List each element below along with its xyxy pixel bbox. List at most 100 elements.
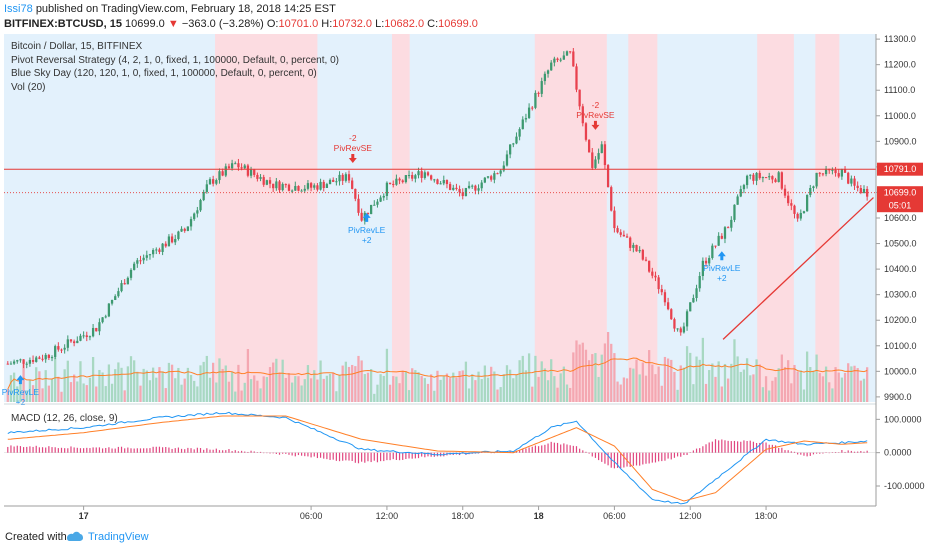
tradingview-link[interactable]: TradingView [88,531,149,543]
histogram-bar [32,446,34,453]
volume-bar [758,364,761,402]
candle-body [98,322,101,332]
histogram-bar [695,448,698,453]
candle-body [22,359,25,364]
histogram-bar [392,452,394,460]
candle-body [537,92,540,94]
histogram-bar [310,452,312,458]
volume-bar [840,377,844,402]
volume-bar [142,368,145,402]
volume-bar [745,358,749,402]
histogram-bar [114,448,116,453]
volume-bar [783,366,787,402]
volume-bar [344,361,347,402]
signal-name: PivRevSE [334,143,373,153]
candle-body [578,89,581,107]
histogram-bar [705,444,707,453]
volume-bar [158,367,161,402]
volume-bar [843,372,847,402]
candle-body [332,179,335,182]
volume-bar [291,382,294,402]
histogram-bar [411,452,413,459]
red-band [815,34,840,402]
candle-body [63,347,66,350]
bar-countdown: 05:01 [889,201,912,211]
histogram-bar [323,452,325,459]
trend-line[interactable] [722,197,874,340]
blue-band [4,34,876,402]
histogram-bar [304,452,306,457]
volume-bar [493,371,496,402]
volume-bar [300,385,303,402]
created-with-text: Created with [5,531,67,543]
candle-body [771,176,774,180]
candle-body [388,182,392,184]
volume-bar [313,370,316,402]
price-chart[interactable]: PivRevLE+2PivRevSE-2PivRevLE+2PivRevSE-2… [0,34,932,522]
histogram-bar [60,447,63,453]
histogram-bar [117,446,119,453]
author-link[interactable]: Issi78 [4,3,33,15]
histogram-bar [7,446,9,453]
candle-body [25,363,28,365]
time-tick-label: 18:00 [755,511,778,521]
volume-bar [297,376,300,402]
volume-bar [632,368,635,402]
candle-body [284,184,287,186]
histogram-bar [550,441,552,453]
histogram-bar [569,445,571,453]
candle-body [587,139,591,153]
price-axis[interactable]: 11300.011200.011100.011000.010900.010800… [876,34,917,402]
volume-bar [610,343,613,402]
volume-bar [793,364,796,402]
candle-body [411,175,414,179]
macd-signal-line [7,415,868,502]
macd-axis[interactable]: 100.0000 0.0000 -100.0000 [876,414,925,491]
volume-bar [711,363,714,402]
candle-body [755,172,758,181]
time-tick-label: 06:00 [300,511,323,521]
candle-body [862,188,866,193]
signal-qty: +2 [16,397,26,407]
candle-body [407,175,411,177]
candle-body [638,249,641,252]
histogram-bar [111,448,113,453]
histogram-bar [250,450,252,453]
candle-body [294,185,297,191]
histogram-bar [231,451,233,453]
strategy-signals: PivRevLE+2PivRevSE-2PivRevLE+2PivRevSE-2… [2,100,741,407]
candle-body [212,179,215,184]
histogram-bar [759,442,761,453]
candle-body [821,173,825,175]
volume-bar [584,349,588,402]
histogram-bar [556,442,559,453]
histogram-bar [809,452,811,456]
candle-body [625,236,629,238]
histogram-bar [718,440,720,453]
histogram-bar [259,451,262,453]
candle-body [572,51,575,67]
volume-bar [837,372,840,402]
histogram-bar [120,446,123,453]
volume-bar [363,374,366,402]
candles[interactable] [6,47,869,369]
candle-body [685,311,689,327]
volume-bar [695,356,698,402]
candle-body [433,179,436,181]
histogram-bar [76,447,78,453]
volume-bar [423,378,426,402]
histogram-bar [639,452,641,466]
publish-line: Issi78 published on TradingView.com, Feb… [4,3,336,15]
histogram-bar [193,449,195,453]
tradingview-logo-icon[interactable] [66,529,84,543]
histogram-bar [127,447,129,453]
histogram-bar [613,452,615,469]
time-axis[interactable]: 17 06:00 12:00 18:00 18 06:00 12:00 18:00 [79,506,778,521]
candle-body [809,188,812,195]
histogram-bar [721,439,723,453]
candle-body [619,232,622,235]
volume-bar [328,373,332,402]
candle-body [670,309,673,320]
histogram-bar [680,452,682,457]
volume-bar [246,349,250,402]
